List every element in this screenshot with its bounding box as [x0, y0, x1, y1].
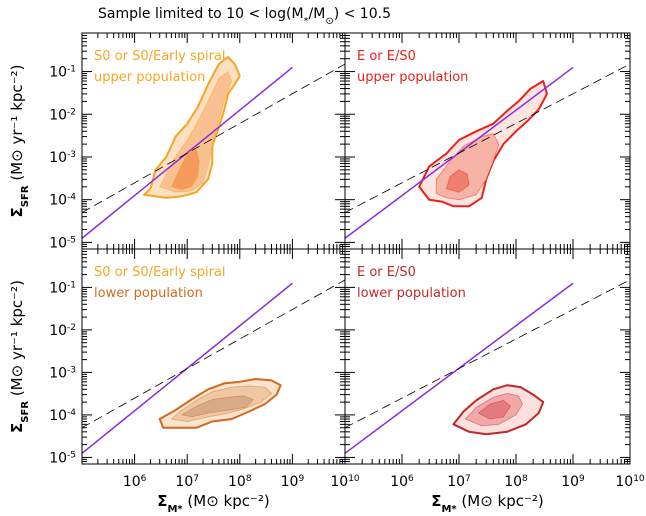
panel-label-line2: lower population [94, 286, 203, 301]
plot-area [82, 55, 345, 239]
ticks [344, 32, 631, 250]
panel-frame [81, 248, 346, 465]
dashed-line [82, 279, 345, 429]
panel-label-line1: E or E/S0 [357, 49, 416, 64]
panel-label-line2: upper population [357, 70, 468, 85]
x-tick-label: 1010 [330, 474, 360, 490]
ticks [344, 248, 631, 465]
contour-mid [159, 71, 233, 193]
figure-title: Sample limited to 10 < log(M*/M⊙) < 10.5 [98, 6, 391, 27]
dashed-line [82, 63, 345, 213]
panel-bottom-left: 10-1 10-2 10-3 10-4 10-5 106 107 108 109 1010 S0 o… [49, 248, 360, 490]
x-axis-labels: ΣM* (M⊙ kpc⁻²) ΣM* (M⊙ kpc⁻²) [157, 492, 544, 515]
y-tick-label: 10-4 [49, 408, 76, 424]
panel-label-line1: S0 or S0/Early spiral [94, 49, 226, 64]
panel-bottom-right: 106 107 108 109 1010 E or E/S0 lower populatio… [344, 248, 645, 490]
panel-label-line2: upper population [94, 70, 205, 85]
x-tick-label: 106 [123, 474, 147, 490]
dashed-line [345, 279, 630, 429]
x-tick-label: 106 [390, 474, 414, 490]
plot-area [345, 63, 630, 239]
panel-top-left: 10-1 10-2 10-3 10-4 10-5 S0 or S0/Early spira… [49, 32, 346, 251]
y-tick-label: 10-4 [49, 193, 76, 209]
y-tick-label: 10-2 [49, 107, 76, 123]
panel-frame [344, 248, 631, 465]
plot-area [82, 279, 345, 454]
contour-inner [445, 169, 470, 193]
panels: 10-1 10-2 10-3 10-4 10-5 S0 or S0/Early spira… [49, 32, 645, 490]
x-axis-label: ΣM* (M⊙ kpc⁻²) [431, 492, 544, 515]
y-axis-label: ΣSFR (M⊙ yr⁻¹ kpc⁻²) [8, 280, 31, 433]
plot-area [345, 279, 630, 454]
y-tick-label: 10-3 [49, 150, 76, 166]
x-tick-label: 107 [447, 474, 471, 490]
x-axis-label: ΣM* (M⊙ kpc⁻²) [157, 492, 270, 515]
contour-mid [435, 133, 500, 201]
ticks [81, 32, 346, 250]
x-tick-label: 107 [175, 474, 199, 490]
panel-label-line2: lower population [357, 286, 466, 301]
y-tick-label: 10-5 [49, 450, 76, 466]
panel-label-line1: S0 or S0/Early spiral [94, 265, 226, 280]
ticks [81, 248, 346, 465]
dashed-line [345, 63, 630, 213]
panel-label-line1: E or E/S0 [357, 265, 416, 280]
contour-inner [170, 149, 200, 191]
x-tick-label: 109 [561, 474, 585, 490]
y-tick-label: 10-2 [49, 323, 76, 339]
y-tick-label: 10-3 [49, 365, 76, 381]
x-tick-label: 108 [504, 474, 528, 490]
contour-inner [478, 399, 511, 420]
panel-top-right: E or E/S0 upper population [344, 32, 631, 250]
x-tick-label: 108 [228, 474, 252, 490]
y-tick-label: 10-1 [49, 280, 76, 296]
y-axis-labels: ΣSFR (M⊙ yr⁻¹ kpc⁻²) ΣSFR (M⊙ yr⁻¹ kpc⁻²) [8, 65, 31, 433]
contour-inner [181, 395, 254, 418]
x-tick-label: 109 [281, 474, 305, 490]
y-tick-label: 10-1 [49, 65, 76, 81]
y-axis-label: ΣSFR (M⊙ yr⁻¹ kpc⁻²) [8, 65, 31, 218]
x-tick-label: 1010 [615, 474, 645, 490]
y-tick-label: 10-5 [49, 235, 76, 251]
